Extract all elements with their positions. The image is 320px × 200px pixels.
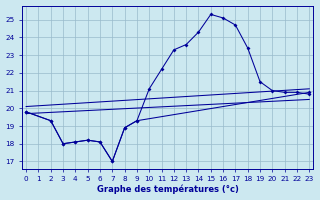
X-axis label: Graphe des températures (°c): Graphe des températures (°c) bbox=[97, 185, 239, 194]
